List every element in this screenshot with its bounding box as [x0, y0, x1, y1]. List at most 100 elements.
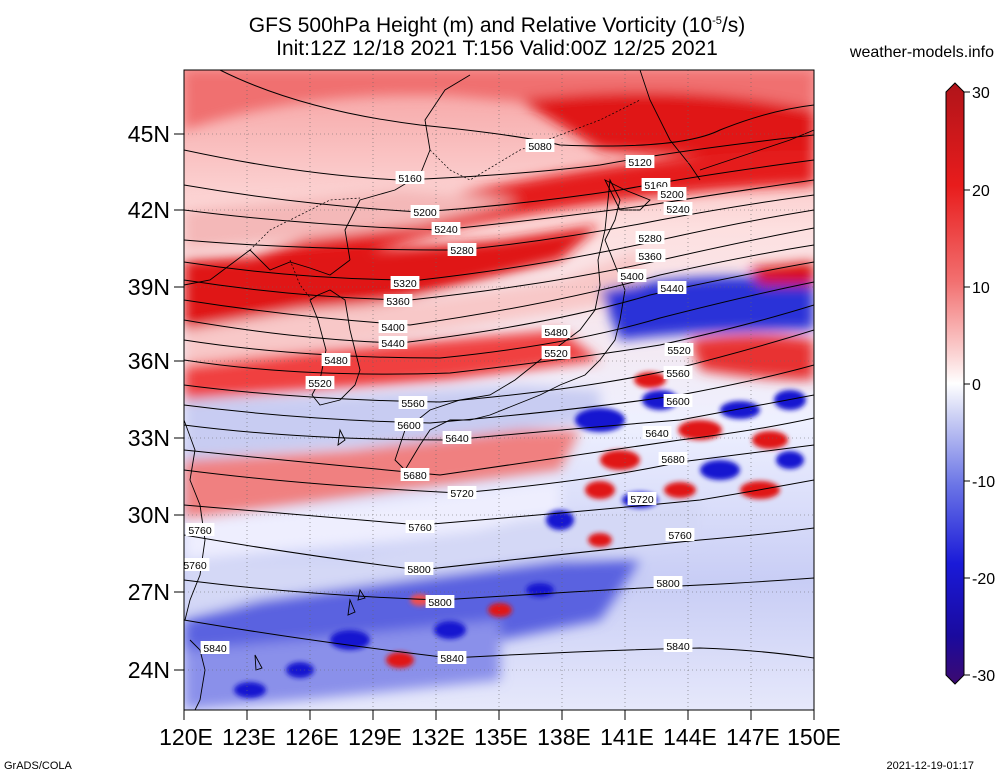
contour-label: 5760: [668, 530, 692, 542]
contour-label: 5360: [386, 296, 410, 308]
contour-label: 5600: [397, 420, 421, 432]
lat-label: 27N: [128, 579, 170, 605]
contour-label: 5200: [413, 207, 437, 219]
contour-label: 5520: [544, 348, 568, 360]
colorbar-ticks: [964, 91, 970, 676]
contour-label-bg: [305, 376, 335, 389]
vorticity-field: [184, 70, 814, 710]
contour-label: 5720: [630, 494, 654, 506]
contour-label: 5800: [428, 597, 452, 609]
borders: [249, 99, 641, 301]
contour-label: 5760: [188, 525, 212, 537]
contour-label: 5760: [183, 560, 207, 572]
contour-label-bg: [398, 396, 428, 409]
colorbar-label: 10: [972, 280, 990, 297]
chart-title-line2: Init:12Z 12/18 2021 T:156 Valid:00Z 12/2…: [276, 37, 718, 60]
lat-labels: 24N 27N 30N 33N 36N 39N 42N 45N: [128, 121, 170, 683]
contour-label-bg: [405, 520, 435, 533]
contour-label-bg: [625, 155, 655, 168]
lat-label: 33N: [128, 425, 170, 451]
contour-label-bg: [431, 222, 461, 235]
footer-timestamp: 2021-12-19-01:17: [886, 760, 974, 772]
contour-label-bg: [658, 452, 688, 465]
contour-label: 5280: [638, 233, 662, 245]
contour-label: 5680: [403, 470, 427, 482]
lon-label: 144E: [663, 724, 717, 750]
contour-label-bg: [663, 202, 693, 215]
colorbar-label: 0: [972, 377, 981, 394]
contour-label: 5680: [661, 454, 685, 466]
contour-label-bg: [541, 325, 571, 338]
contour-label-bg: [442, 431, 472, 444]
lat-label: 45N: [128, 121, 170, 147]
contour-label-bg: [663, 366, 693, 379]
contour-label: 5240: [666, 204, 690, 216]
contour-label: 5840: [203, 643, 227, 655]
colorbar-label: -10: [972, 474, 995, 491]
lat-label: 24N: [128, 657, 170, 683]
contour-label-bg: [657, 281, 687, 294]
contour-label-bg: [400, 468, 430, 481]
contour-label-bg: [665, 528, 695, 541]
contour-label: 5640: [645, 428, 669, 440]
lon-label: 150E: [787, 724, 841, 750]
lon-label: 123E: [222, 724, 276, 750]
lon-label: 129E: [348, 724, 402, 750]
contour-label: 5800: [656, 578, 680, 590]
colorbar-labels: 30 20 10 0 -10 -20 -30: [972, 85, 995, 685]
contour-label-bg: [653, 576, 683, 589]
colorbar-label: -30: [972, 668, 995, 685]
lat-label: 36N: [128, 348, 170, 374]
contour-label-bg: [180, 558, 210, 571]
contour-label-bg: [642, 426, 672, 439]
contour-label: 5440: [660, 283, 684, 295]
lat-label: 42N: [128, 197, 170, 223]
contour-label-bg: [425, 595, 455, 608]
contour-label: 5120: [628, 157, 652, 169]
contour-label: 5280: [450, 245, 474, 257]
contour-labels: 5080512051605160520052005240524052805280…: [180, 139, 695, 665]
lon-label: 120E: [159, 724, 213, 750]
contour-label-bg: [321, 353, 351, 366]
eddy-patches: [234, 372, 806, 698]
contour-label-bg: [437, 651, 467, 664]
contour-label-bg: [447, 486, 477, 499]
contour-label: 5840: [440, 653, 464, 665]
colorbar-label: 20: [972, 183, 990, 200]
contour-label: 5160: [398, 173, 422, 185]
contour-label-bg: [404, 562, 434, 575]
contour-label-bg: [383, 294, 413, 307]
contour-label-bg: [395, 171, 425, 184]
contour-label: 5520: [308, 378, 332, 390]
contour-label: 5320: [393, 278, 417, 290]
lon-label: 141E: [600, 724, 654, 750]
source-label: weather-models.info: [849, 44, 994, 61]
contour-label: 5400: [381, 322, 405, 334]
contour-label-bg: [635, 231, 665, 244]
lon-labels: 120E 123E 126E 129E 132E 135E 138E 141E …: [159, 724, 841, 750]
contour-label: 5640: [445, 433, 469, 445]
colorbar-scale: [945, 82, 965, 685]
contour-label-bg: [378, 320, 408, 333]
contour-label-bg: [627, 492, 657, 505]
contour-label-bg: [663, 639, 693, 652]
contour-label-bg: [410, 205, 440, 218]
contour-label: 5560: [666, 368, 690, 380]
contour-label: 5520: [667, 345, 691, 357]
contour-label: 5480: [324, 355, 348, 367]
colorbar: 30 20 10 0 -10 -20 -30: [945, 82, 995, 685]
contour-label-bg: [525, 139, 555, 152]
axis-ticks: [174, 133, 815, 720]
contour-label: 5400: [620, 271, 644, 283]
contour-label: 5440: [381, 338, 405, 350]
lon-label: 126E: [285, 724, 339, 750]
contour-label-bg: [185, 523, 215, 536]
lon-label: 135E: [474, 724, 528, 750]
contour-label-bg: [635, 249, 665, 262]
colorbar-label: -20: [972, 571, 995, 588]
lon-label: 147E: [726, 724, 780, 750]
contour-label: 5360: [638, 251, 662, 263]
contour-label: 5240: [434, 224, 458, 236]
height-contours: [184, 70, 814, 659]
contour-label-bg: [541, 346, 571, 359]
